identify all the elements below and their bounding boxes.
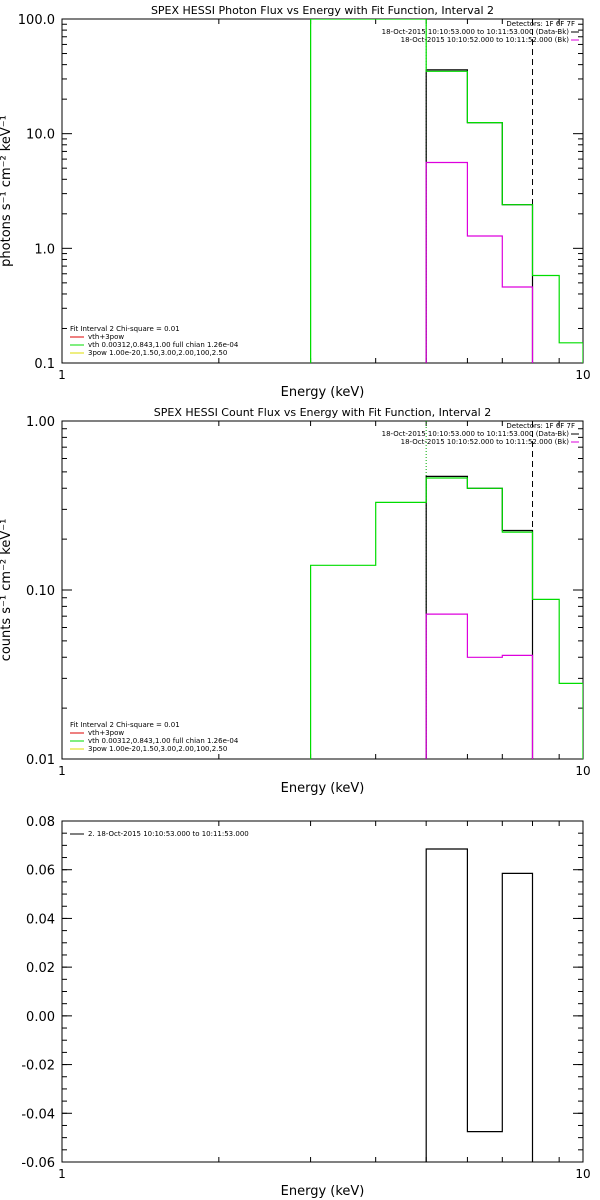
time-range-text: 18-Oct-2015 10:10:52.000 to 10:11:52.000… — [401, 36, 570, 44]
y-tick-label: 0.02 — [26, 961, 55, 976]
time-range-text: 18-Oct-2015 10:10:52.000 to 10:11:52.000… — [401, 438, 570, 446]
x-tick-label: 10 — [575, 1167, 590, 1181]
legend-entry: 3pow 1.00e-20,1.50,3.00,2.00,100,2.50 — [88, 745, 227, 753]
legend-entry: 3pow 1.00e-20,1.50,3.00,2.00,100,2.50 — [88, 349, 227, 357]
detectors-text: Detectors: 1F 6F 7F — [506, 20, 575, 28]
legend-entry: vth 0.00312,0.843,1.00 full chian 1.26e-… — [88, 737, 239, 745]
legend-entry: vth+3pow — [88, 729, 124, 737]
plot-frame — [61, 18, 584, 364]
plot-frame — [61, 820, 584, 1163]
y-tick-label: 0.01 — [26, 753, 55, 768]
fit-header: Fit Interval 2 Chi-square = 0.01 — [70, 721, 180, 729]
y-tick-label: 0.04 — [26, 912, 55, 927]
legend-entry: 2. 18-Oct-2015 10:10:53.000 to 10:11:53.… — [88, 830, 249, 838]
y-tick-label: 10.0 — [26, 128, 55, 143]
chart-panel-2: SPEX HESSI Count Flux vs Energy with Fit… — [0, 406, 591, 796]
chart-panel-1: SPEX HESSI Photon Flux vs Energy with Fi… — [0, 4, 591, 400]
time-range-text: 18-Oct-2015 10:10:53.000 to 10:11:53.000… — [382, 28, 570, 36]
detectors-text: Detectors: 1F 6F 7F — [506, 422, 575, 430]
y-tick-label: -0.06 — [21, 1156, 55, 1171]
y-tick-label: 0.00 — [26, 1010, 55, 1025]
series-1-step-line — [425, 848, 534, 1162]
plot-frame — [61, 420, 584, 760]
series-3-step-line — [425, 613, 534, 759]
y-tick-label: 0.08 — [26, 815, 55, 830]
x-axis-label: Energy (keV) — [281, 385, 365, 400]
series-1-step-line — [425, 69, 534, 363]
series-2-step-line — [310, 19, 583, 363]
x-tick-label: 1 — [58, 368, 66, 382]
time-range-text: 18-Oct-2015 10:10:53.000 to 10:11:53.000… — [382, 430, 570, 438]
x-axis-label: Energy (keV) — [281, 1184, 365, 1199]
x-tick-label: 10 — [575, 368, 590, 382]
x-tick-label: 1 — [58, 1167, 66, 1181]
y-axis-label: photons s⁻¹ cm⁻² keV⁻¹ — [0, 115, 14, 267]
y-tick-label: 0.10 — [26, 584, 55, 599]
y-tick-label: 100.0 — [18, 13, 55, 28]
legend-entry: vth+3pow — [88, 333, 124, 341]
series-1-step-line — [425, 475, 534, 759]
x-axis-label: Energy (keV) — [281, 781, 365, 796]
x-tick-label: 1 — [58, 764, 66, 778]
y-axis-label: counts s⁻¹ cm⁻² keV⁻¹ — [0, 519, 14, 662]
series-3-step-line — [425, 161, 534, 363]
chart-title: SPEX HESSI Photon Flux vs Energy with Fi… — [151, 4, 494, 17]
series-2-step-line — [310, 477, 583, 759]
fit-header: Fit Interval 2 Chi-square = 0.01 — [70, 325, 180, 333]
x-tick-label: 10 — [575, 764, 590, 778]
chart-panel-3: 1 10 Energy (keV) -0.06 -0.04 -0.02 0.00 0.02 0.… — [21, 815, 590, 1199]
y-tick-label: 1.0 — [34, 242, 55, 257]
y-tick-label: -0.04 — [21, 1107, 55, 1122]
y-tick-label: 0.1 — [34, 357, 55, 372]
y-tick-label: 0.06 — [26, 864, 55, 879]
legend-entry: vth 0.00312,0.843,1.00 full chian 1.26e-… — [88, 341, 239, 349]
y-tick-label: -0.02 — [21, 1059, 55, 1074]
y-tick-label: 1.00 — [26, 415, 55, 430]
chart-title: SPEX HESSI Count Flux vs Energy with Fit… — [154, 406, 491, 419]
